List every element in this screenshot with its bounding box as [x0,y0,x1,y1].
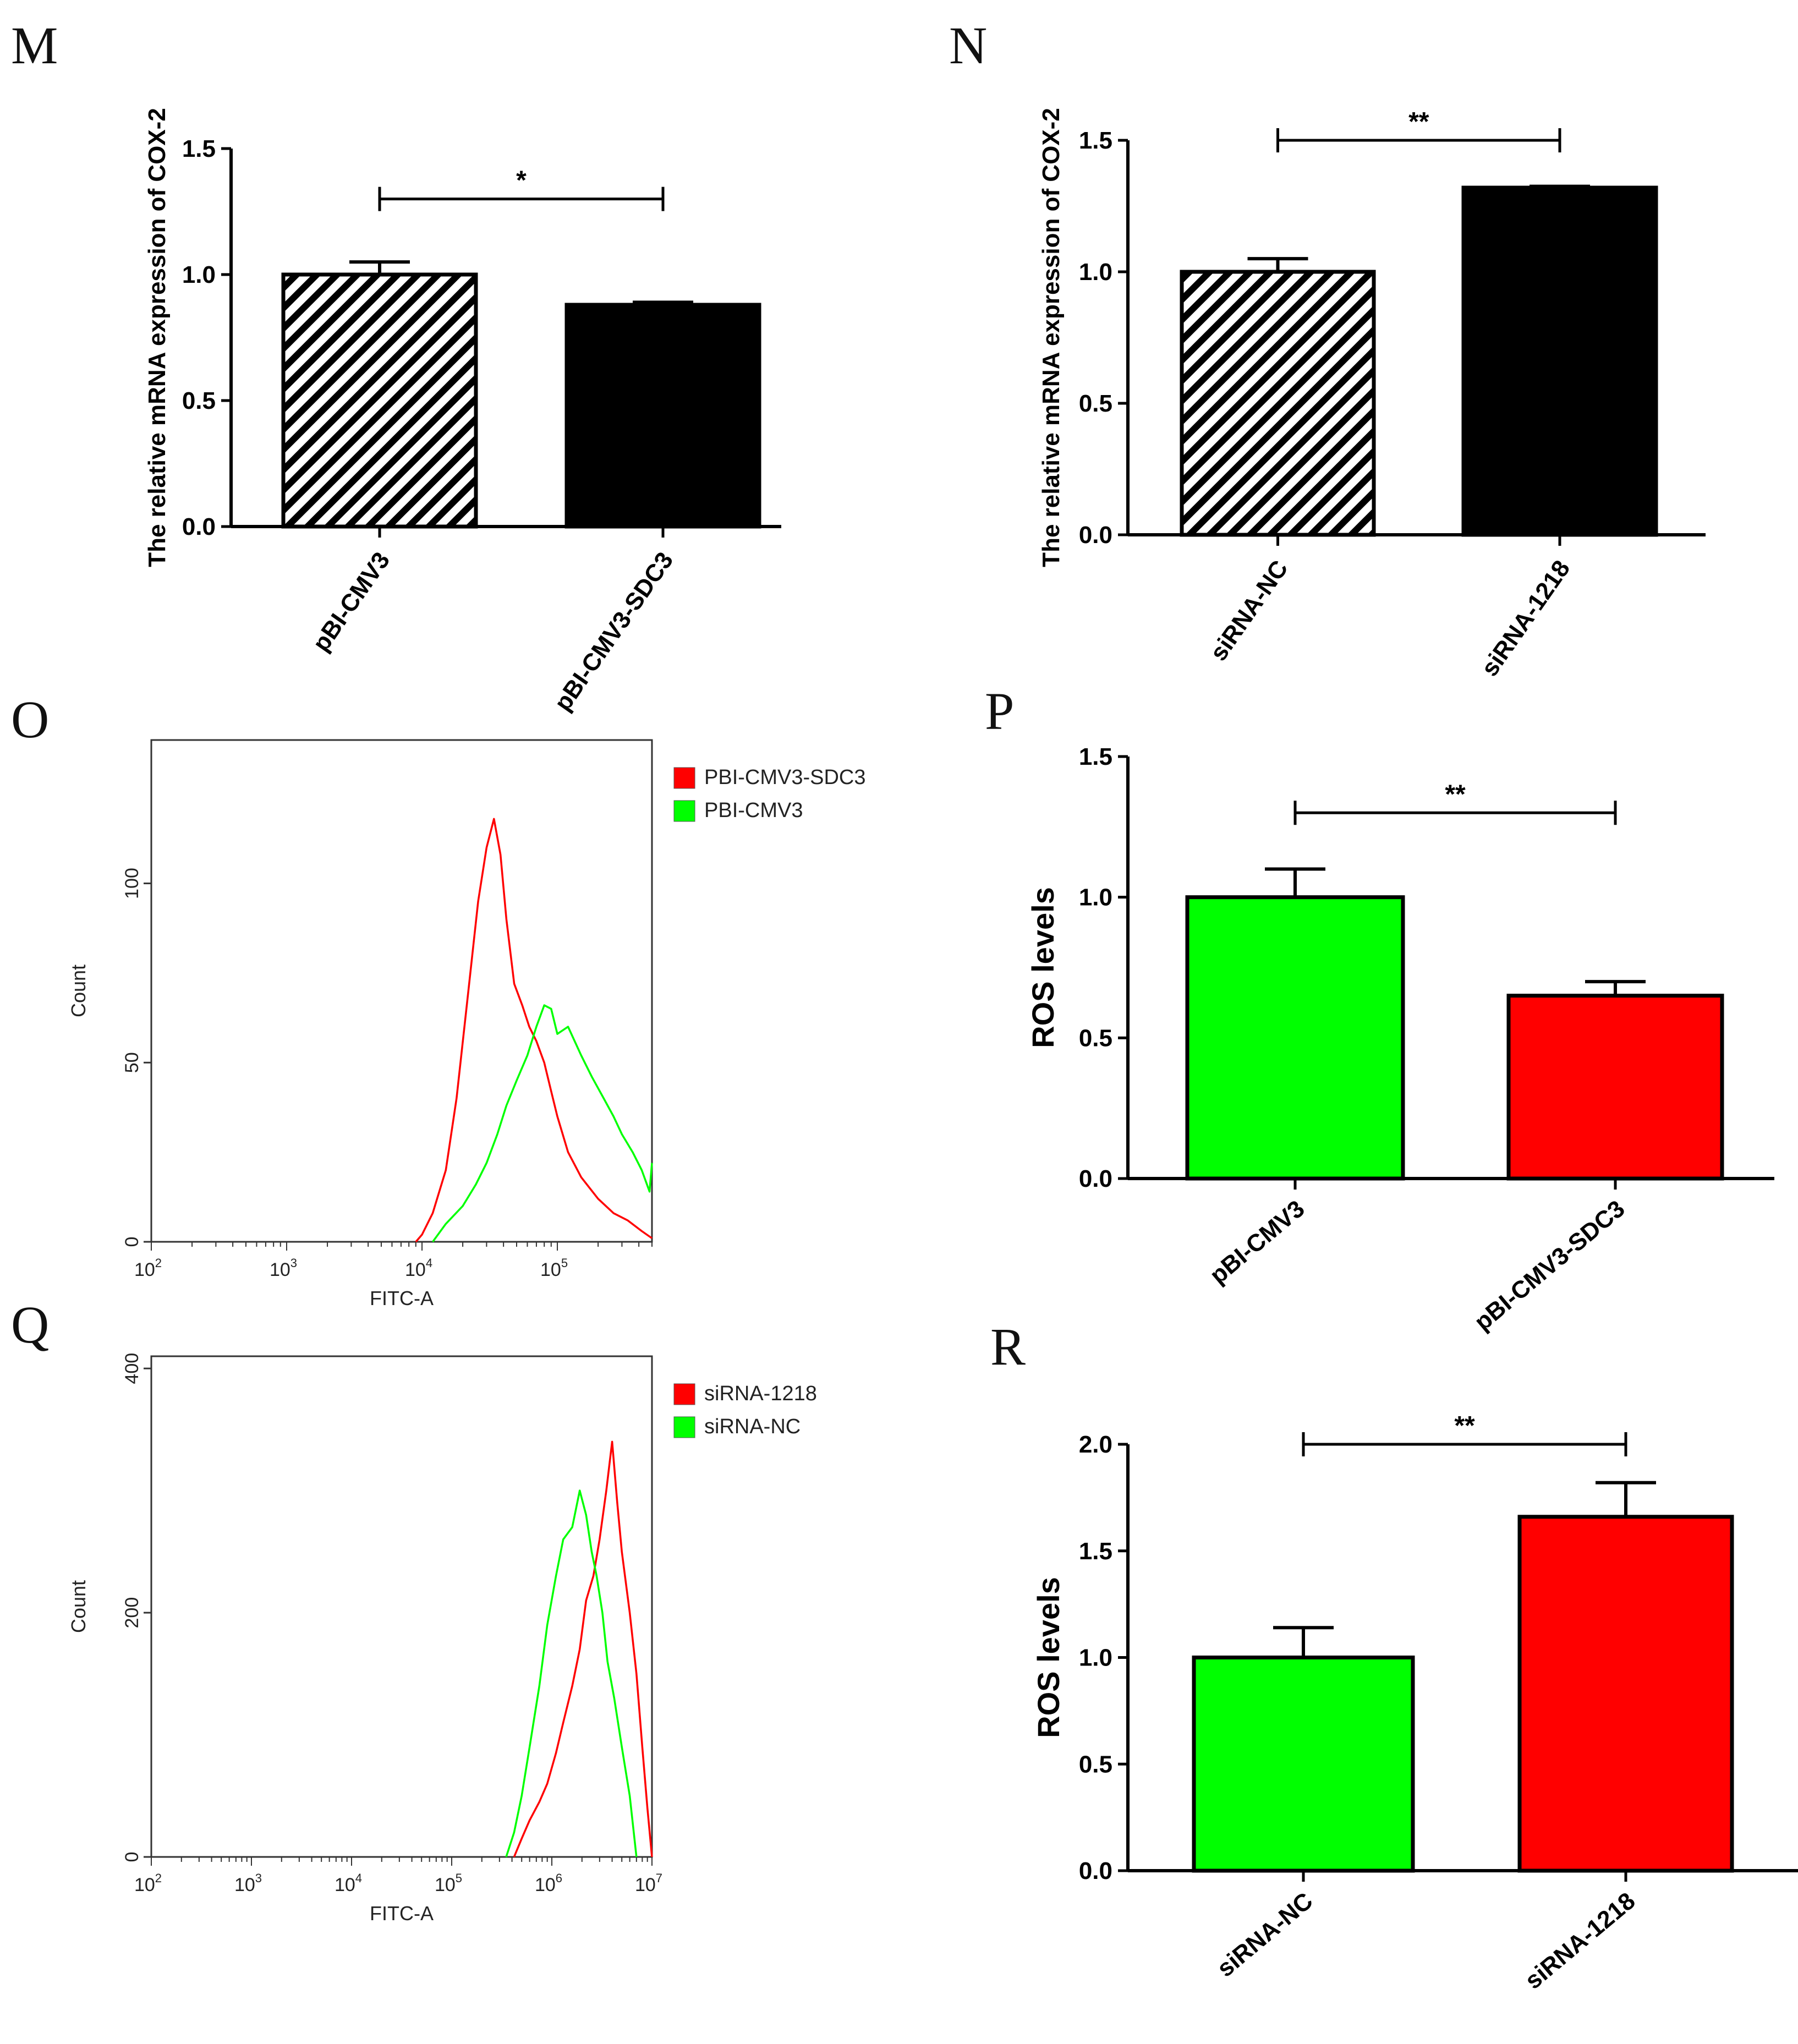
significance-label: ** [1445,780,1466,809]
legend-label: PBI-CMV3 [704,799,803,822]
chart-m: 0.0 0.5 1.0 1.5 The relative mRNA expression… [144,108,781,716]
panel-letter-o: O [11,690,49,749]
x-tick-label: 105 [540,1256,568,1280]
chart-r: 0.0 0.5 1.0 1.5 2.0 ROS levels siRNA-NC siRNA-1… [1031,1411,1798,1994]
y-tick-label: 1.0 [182,261,216,288]
category-label: pBI-CMV3-SDC3 [1470,1195,1630,1336]
y-tick-label: 2.0 [1079,1431,1112,1458]
y-tick-label: 0.5 [1079,390,1112,417]
plot-frame [150,1355,653,1858]
x-tick-label: 104 [335,1871,362,1895]
legend-swatch [673,1383,695,1405]
y-axis-label: Count [67,965,90,1017]
panel-letter-r: R [990,1317,1026,1376]
x-axis-label: FITC-A [370,1902,434,1925]
panel-q: Q 0 200 400 102 103 104 105 106 107 FITC-A Count si… [11,1295,817,1925]
y-tick-label: 50 [122,1052,142,1073]
bar-2 [1517,1515,1734,1873]
series-line-red [513,1440,653,1857]
y-tick-label: 0.5 [182,387,216,414]
y-tick-label: 400 [122,1353,142,1384]
x-tick-label: 103 [234,1871,262,1895]
category-label: pBI-CMV3-SDC3 [549,547,678,716]
panel-m: M 0.0 0.5 1.0 1.5 The relative mRNA expressi… [11,16,781,716]
chart-n: 0.0 0.5 1.0 1.5 The relative mRNA expression… [1038,107,1706,681]
y-tick-label: 0.0 [1079,1165,1112,1192]
y-tick-label: 0 [122,1237,142,1247]
significance-label: * [516,166,527,195]
significance-label: ** [1408,107,1429,136]
y-axis-label: ROS levels [1031,1577,1066,1738]
y-tick-label: 1.5 [1079,127,1112,154]
category-label: siRNA-NC [1205,556,1293,666]
y-tick-label: 0.0 [1079,522,1112,549]
bar-2 [564,303,761,529]
y-tick-label: 0.0 [182,513,216,540]
y-tick-label: 0.5 [1079,1024,1112,1051]
y-tick-label: 1.5 [182,135,216,162]
y-tick-label: 1.0 [1079,884,1112,911]
bar-1 [1180,270,1376,537]
category-label: siRNA-1218 [1476,556,1575,681]
y-tick-label: 0.0 [1079,1857,1112,1884]
chart-o: 0 50 100 102 103 104 105 FITC-A Count PBI-CMV3-SD… [67,739,866,1309]
panel-letter-q: Q [11,1295,49,1354]
bar-2 [1506,994,1724,1181]
y-tick-label: 200 [122,1597,142,1629]
y-tick-label: 1.0 [1079,1645,1112,1672]
x-tick-label: 103 [270,1256,297,1280]
series-line-green [432,1004,653,1243]
y-tick-label: 1.0 [1079,259,1112,286]
panel-o: O 0 50 100 102 103 104 105 FITC-A Count PBI-CMV3-… [11,690,866,1309]
legend-swatch [673,800,695,822]
x-tick-label: 106 [535,1871,562,1895]
category-label: siRNA-1218 [1520,1887,1641,1994]
y-tick-label: 0 [122,1852,142,1862]
category-label: siRNA-NC [1212,1887,1318,1982]
y-tick-label: 1.5 [1079,743,1112,770]
x-tick-label: 107 [635,1871,662,1895]
y-tick-label: 1.5 [1079,1538,1112,1565]
y-tick-label: 100 [122,868,142,899]
y-axis-label: ROS levels [1026,887,1060,1048]
bar-1 [281,272,478,529]
panel-letter-n: N [949,16,987,75]
bar-1 [1192,1656,1415,1873]
x-tick-label: 105 [435,1871,462,1895]
legend-swatch [673,767,695,789]
series-line-red [415,818,653,1243]
x-tick-label: 102 [134,1256,162,1280]
legend-label: siRNA-NC [704,1415,801,1438]
y-axis-label: The relative mRNA expression of COX-2 [144,108,171,567]
panel-letter-p: P [985,682,1014,741]
bar-1 [1185,895,1405,1181]
plot-frame [150,739,653,1243]
bar-2 [1461,185,1658,537]
y-axis-label: Count [67,1580,90,1633]
significance-label: ** [1454,1411,1475,1440]
x-tick-label: 102 [134,1871,162,1895]
x-tick-label: 104 [405,1256,432,1280]
y-tick-label: 0.5 [1079,1751,1112,1778]
panel-p: P 0.0 0.5 1.0 1.5 ROS levels pBI-CMV3 pBI-CMV3… [985,682,1774,1336]
category-label: pBI-CMV3 [1205,1195,1310,1289]
panel-n: N 0.0 0.5 1.0 1.5 The relative mRNA expressi… [949,16,1706,681]
chart-p: 0.0 0.5 1.0 1.5 ROS levels pBI-CMV3 pBI-CMV3-S… [1026,743,1774,1336]
x-axis-label: FITC-A [370,1287,434,1309]
legend-label: siRNA-1218 [704,1382,817,1405]
chart-q: 0 200 400 102 103 104 105 106 107 FITC-A Count siRN… [67,1353,817,1925]
panel-r: R 0.0 0.5 1.0 1.5 2.0 ROS levels siRNA-NC siRNA… [990,1317,1798,1994]
legend-swatch [673,1416,695,1438]
category-label: pBI-CMV3 [308,547,395,656]
panel-letter-m: M [11,16,58,75]
series-line-green [505,1489,638,1857]
y-axis-label: The relative mRNA expression of COX-2 [1038,108,1065,567]
legend-label: PBI-CMV3-SDC3 [704,766,866,789]
